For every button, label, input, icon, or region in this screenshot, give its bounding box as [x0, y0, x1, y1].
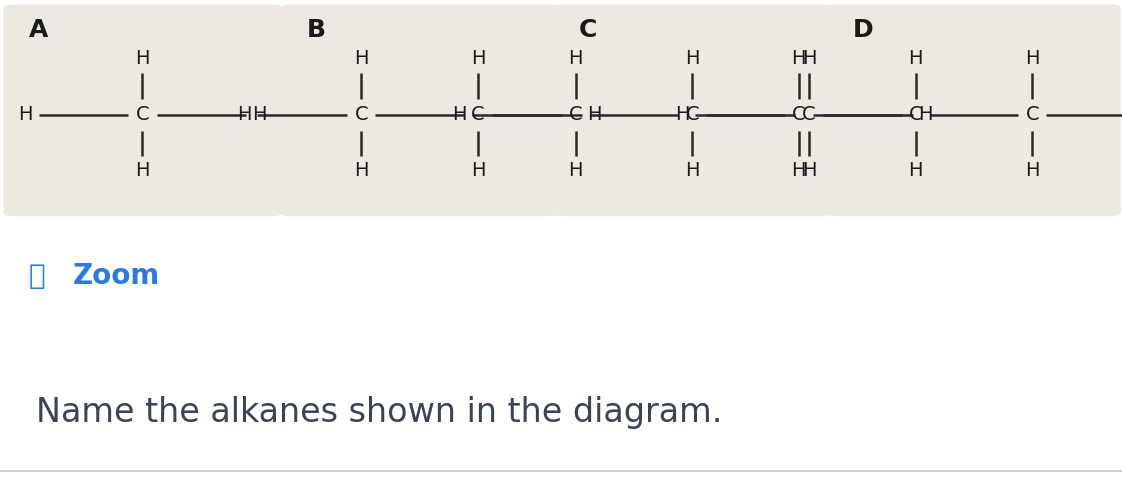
Text: H: H [792, 162, 806, 180]
Text: H: H [1026, 162, 1039, 180]
Text: C: C [355, 105, 368, 124]
Text: Name the alkanes shown in the diagram.: Name the alkanes shown in the diagram. [36, 396, 723, 429]
Text: H: H [686, 49, 699, 68]
Text: H: H [792, 49, 806, 68]
FancyBboxPatch shape [553, 4, 831, 216]
Text: A: A [29, 18, 48, 42]
Text: Zoom: Zoom [73, 262, 160, 290]
Text: C: C [471, 105, 485, 124]
Text: H: H [471, 49, 485, 68]
Text: B: B [306, 18, 325, 42]
Text: 🔍: 🔍 [29, 262, 45, 290]
Text: C: C [792, 105, 806, 124]
Text: H: H [238, 105, 251, 124]
Text: H: H [909, 162, 922, 180]
Text: D: D [853, 18, 873, 42]
Text: H: H [1026, 49, 1039, 68]
Text: C: C [136, 105, 149, 124]
Text: H: H [802, 49, 816, 68]
Text: H: H [919, 105, 932, 124]
Text: C: C [909, 105, 922, 124]
Text: H: H [136, 49, 149, 68]
Text: H: H [588, 105, 601, 124]
Text: H: H [675, 105, 689, 124]
Text: C: C [1026, 105, 1039, 124]
Text: C: C [802, 105, 816, 124]
Text: C: C [569, 105, 582, 124]
Text: H: H [569, 49, 582, 68]
FancyBboxPatch shape [280, 4, 559, 216]
Text: H: H [909, 49, 922, 68]
FancyBboxPatch shape [3, 4, 282, 216]
Text: H: H [355, 49, 368, 68]
FancyBboxPatch shape [827, 4, 1121, 216]
Text: H: H [19, 105, 33, 124]
Text: H: H [355, 162, 368, 180]
Text: H: H [452, 105, 466, 124]
Text: H: H [136, 162, 149, 180]
Text: H: H [471, 162, 485, 180]
Text: C: C [579, 18, 597, 42]
Text: H: H [569, 162, 582, 180]
Text: H: H [686, 162, 699, 180]
Text: H: H [252, 105, 266, 124]
Text: C: C [686, 105, 699, 124]
Text: H: H [802, 162, 816, 180]
